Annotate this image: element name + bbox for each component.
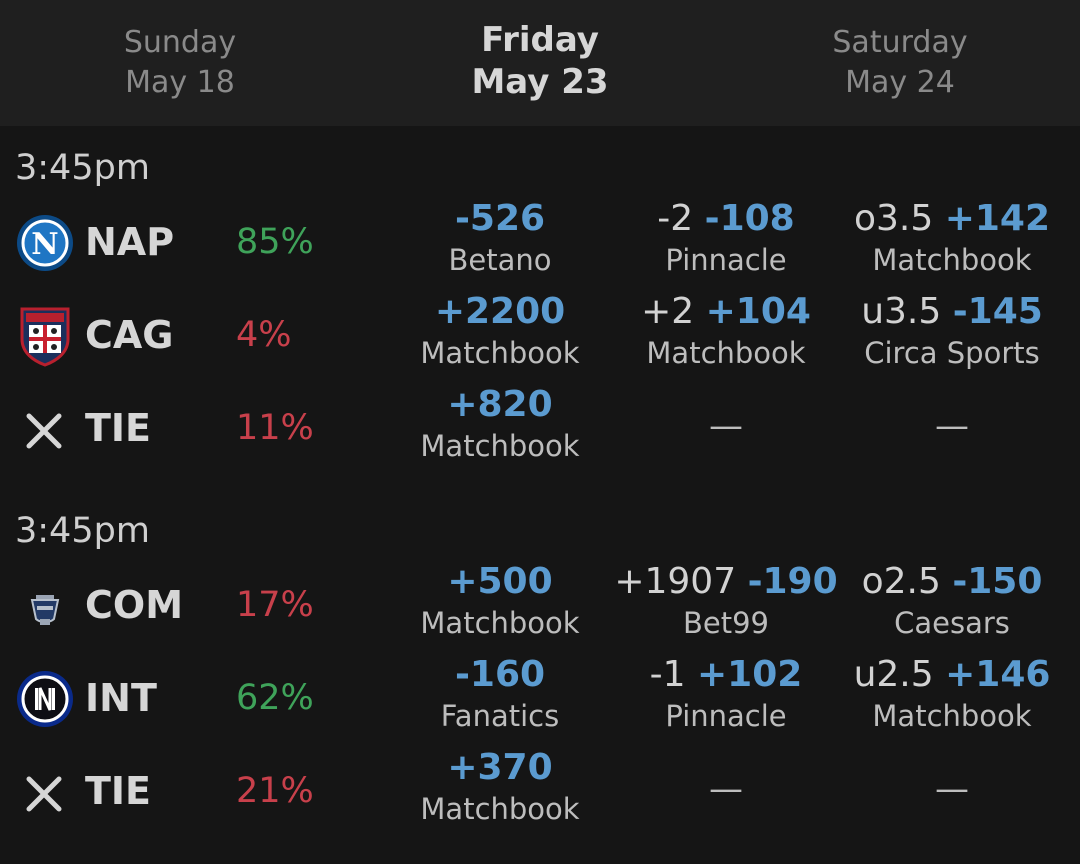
win-probability: 85%	[236, 222, 314, 262]
spread-cell[interactable]: +1907 -190 Bet99	[613, 561, 839, 643]
match-time: 3:45pm	[15, 511, 150, 551]
team-row[interactable]: N NAP 85% -526 Betano -2 -108 Pinnacle o…	[0, 198, 1080, 290]
day-name: Saturday	[832, 25, 968, 60]
day-name: Friday	[481, 20, 599, 60]
napoli-logo-icon: N	[16, 212, 74, 274]
total-cell[interactable]: o2.5 -150 Caesars	[839, 561, 1065, 643]
sportsbook-name: Matchbook	[420, 606, 580, 640]
day-tab-sunday[interactable]: Sunday May 18	[0, 0, 360, 103]
odds-value: +102	[697, 654, 803, 695]
odds-value: -190	[747, 561, 838, 602]
spread-cell[interactable]: -2 -108 Pinnacle	[613, 198, 839, 280]
day-tab-saturday[interactable]: Saturday May 24	[720, 0, 1080, 103]
total-line: u3.5	[861, 291, 942, 332]
total-cell[interactable]: u2.5 +146 Matchbook	[839, 654, 1065, 736]
spread-line: -2	[657, 198, 694, 239]
spread-empty: —	[709, 769, 743, 809]
tie-row[interactable]: TIE 21% +370 Matchbook — —	[0, 747, 1080, 839]
total-empty: —	[935, 406, 969, 446]
odds-value: -108	[704, 198, 795, 239]
odds-value: +142	[944, 198, 1051, 239]
odds-value: +820	[447, 384, 553, 425]
spread-line: +2	[641, 291, 695, 332]
sportsbook-name: Bet99	[682, 606, 769, 640]
como-logo-icon	[16, 575, 74, 637]
day-name: Sunday	[123, 25, 237, 60]
day-selector: Sunday May 18 Friday May 23 Saturday May…	[0, 0, 1080, 126]
total-line: o3.5	[853, 198, 934, 239]
win-probability: 4%	[236, 315, 292, 355]
svg-text:N: N	[31, 227, 58, 262]
sportsbook-name: Caesars	[894, 606, 1010, 640]
team-row[interactable]: COM 17% +500 Matchbook +1907 -190 Bet99 …	[0, 561, 1080, 653]
odds-value: +2200	[434, 291, 566, 332]
odds-value: -526	[454, 198, 546, 239]
day-date: May 23	[471, 62, 609, 102]
win-probability: 17%	[236, 585, 314, 625]
day-tab-friday[interactable]: Friday May 23	[360, 0, 720, 104]
team-row[interactable]: INT 62% -160 Fanatics -1 +102 Pinnacle u…	[0, 654, 1080, 746]
moneyline-cell[interactable]: +820 Matchbook	[387, 384, 613, 466]
spread-empty: —	[709, 406, 743, 446]
total-cell[interactable]: o3.5 +142 Matchbook	[839, 198, 1065, 280]
sportsbook-name: Pinnacle	[665, 699, 787, 733]
match-time: 3:45pm	[15, 148, 150, 188]
sportsbook-name: Matchbook	[420, 792, 580, 826]
sportsbook-name: Matchbook	[420, 429, 580, 463]
tie-x-icon	[16, 761, 74, 823]
odds-value: +500	[447, 561, 553, 602]
odds-value: -150	[952, 561, 1043, 602]
day-date: May 18	[125, 65, 235, 100]
odds-value: -145	[952, 291, 1043, 332]
sportsbook-name: Matchbook	[872, 699, 1032, 733]
odds-value: -160	[454, 654, 546, 695]
total-cell[interactable]: u3.5 -145 Circa Sports	[839, 291, 1065, 373]
tie-row[interactable]: TIE 11% +820 Matchbook — —	[0, 384, 1080, 476]
moneyline-cell[interactable]: -160 Fanatics	[387, 654, 613, 736]
odds-value: +146	[945, 654, 1051, 695]
total-line: u2.5	[853, 654, 934, 695]
sportsbook-name: Matchbook	[420, 336, 580, 370]
total-line: o2.5	[861, 561, 941, 602]
sportsbook-name: Betano	[448, 243, 552, 277]
team-code: INT	[85, 676, 157, 720]
moneyline-cell[interactable]: +500 Matchbook	[387, 561, 613, 643]
inter-logo-icon	[16, 668, 74, 730]
sportsbook-name: Matchbook	[872, 243, 1032, 277]
spread-line: -1	[649, 654, 686, 695]
team-row[interactable]: CAG 4% +2200 Matchbook +2 +104 Matchbook…	[0, 291, 1080, 383]
team-code: CAG	[85, 313, 174, 357]
team-code: TIE	[85, 406, 152, 450]
tie-x-icon	[16, 398, 74, 460]
odds-value: +104	[705, 291, 811, 332]
team-code: TIE	[85, 769, 152, 813]
spread-line: +1907	[614, 561, 737, 602]
sportsbook-name: Circa Sports	[864, 336, 1040, 370]
spread-cell[interactable]: +2 +104 Matchbook	[613, 291, 839, 373]
sportsbook-name: Matchbook	[646, 336, 806, 370]
win-probability: 62%	[236, 678, 314, 718]
total-empty: —	[935, 769, 969, 809]
spread-cell[interactable]: -1 +102 Pinnacle	[613, 654, 839, 736]
sportsbook-name: Pinnacle	[665, 243, 787, 277]
win-probability: 21%	[236, 771, 314, 811]
day-date: May 24	[845, 65, 955, 100]
moneyline-cell[interactable]: -526 Betano	[387, 198, 613, 280]
cagliari-logo-icon	[16, 305, 74, 367]
moneyline-cell[interactable]: +2200 Matchbook	[387, 291, 613, 373]
team-code: NAP	[85, 220, 175, 264]
moneyline-cell[interactable]: +370 Matchbook	[387, 747, 613, 829]
sportsbook-name: Fanatics	[440, 699, 560, 733]
team-code: COM	[85, 583, 184, 627]
odds-value: +370	[447, 747, 553, 788]
win-probability: 11%	[236, 408, 314, 448]
